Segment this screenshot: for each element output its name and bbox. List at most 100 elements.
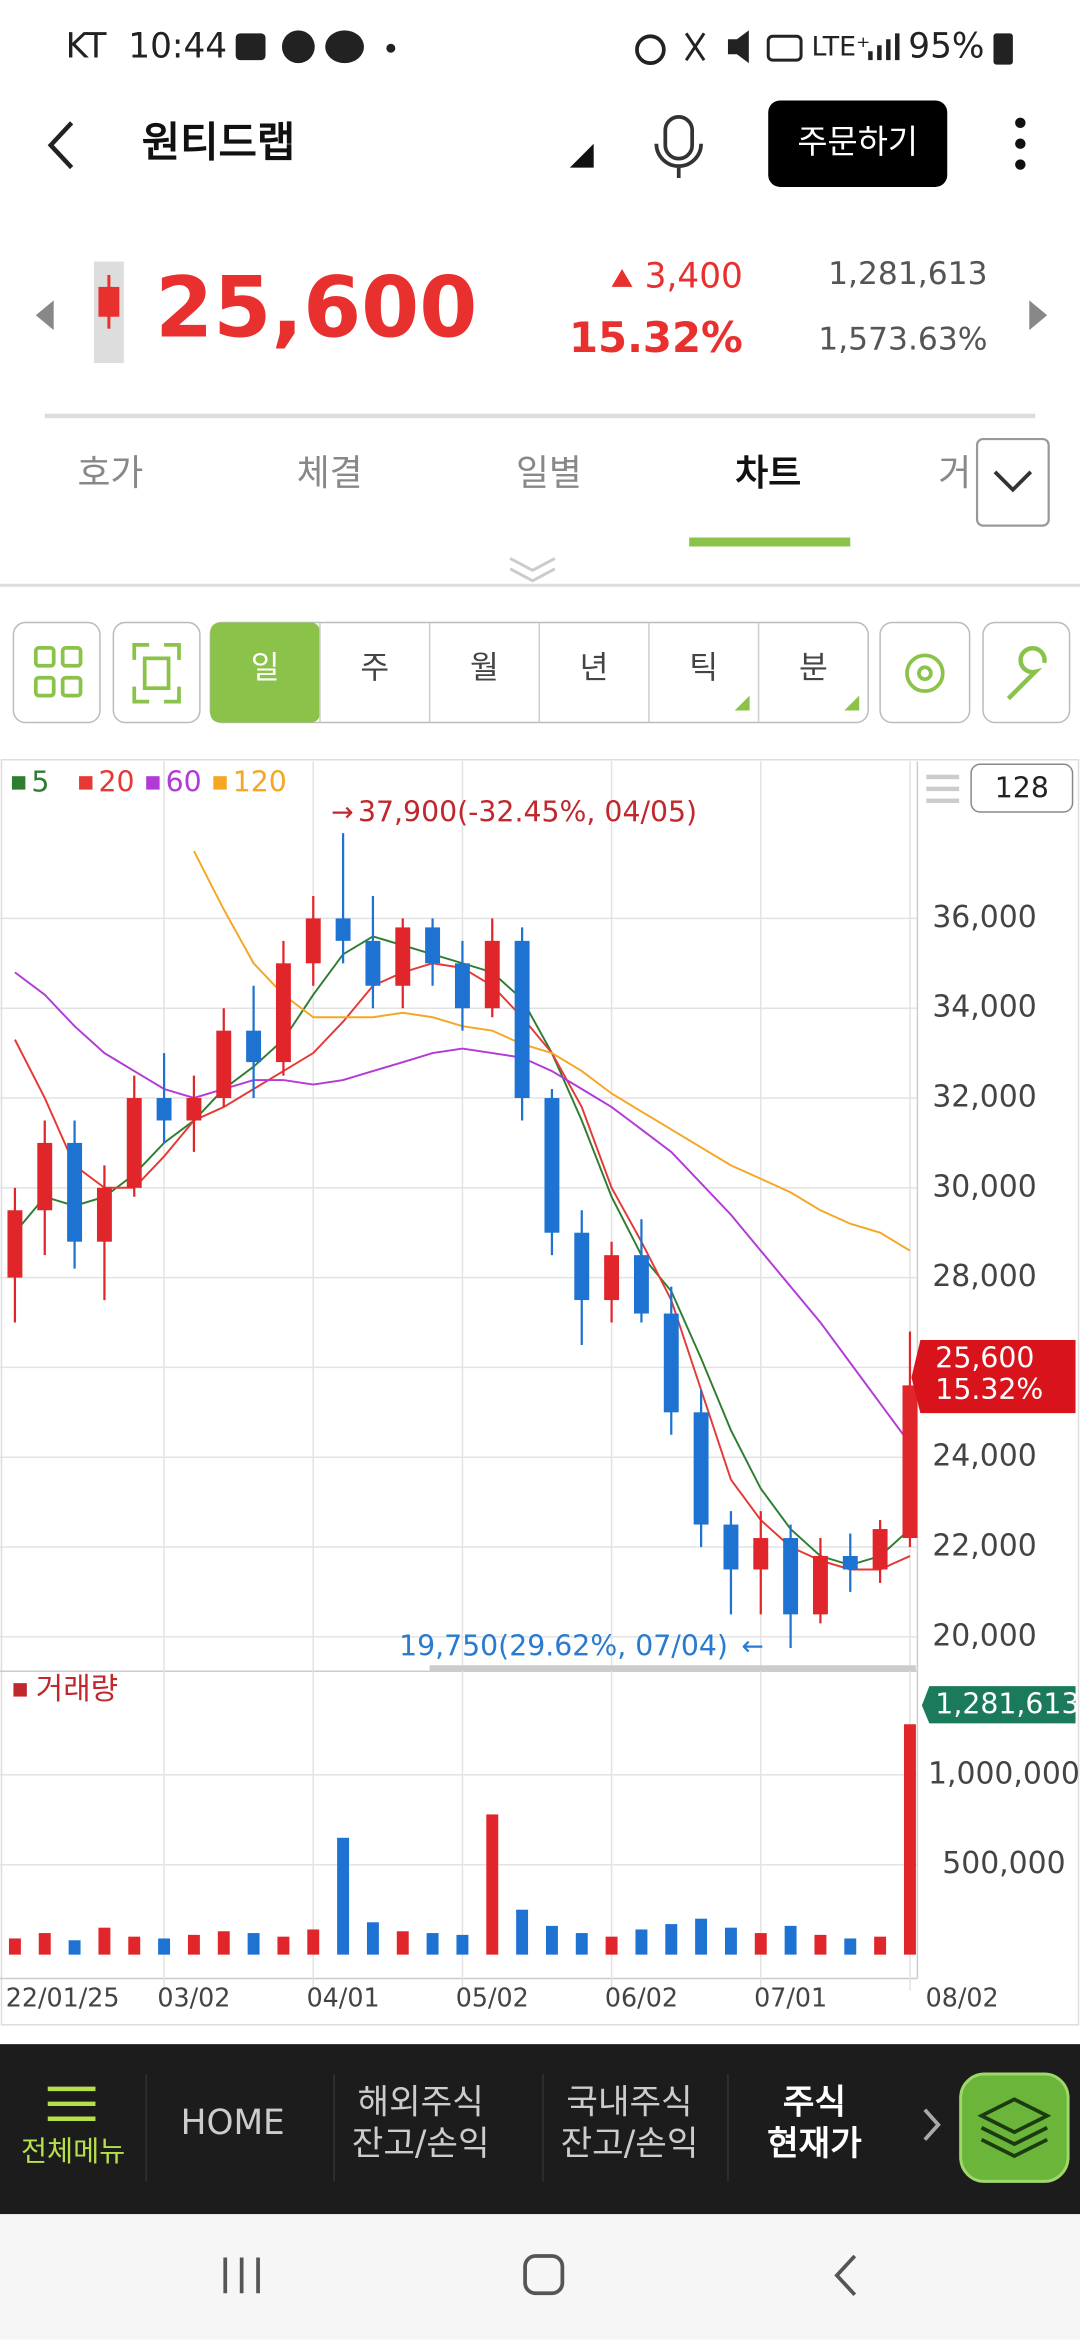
active-tab-indicator bbox=[689, 537, 851, 547]
menu-icon bbox=[47, 2086, 96, 2121]
nav-item[interactable]: 잔고/손익 bbox=[561, 2124, 699, 2164]
candle-body bbox=[574, 1232, 590, 1301]
candle-body bbox=[812, 1555, 828, 1615]
tab[interactable]: 일별 bbox=[516, 453, 582, 494]
period-option[interactable]: 일 bbox=[251, 650, 280, 686]
candle-body bbox=[37, 1142, 53, 1211]
chart-frame bbox=[0, 759, 1080, 2026]
nav-item[interactable]: 잔고/손익 bbox=[352, 2124, 490, 2164]
battery: 95% bbox=[908, 27, 984, 67]
submenu-marker bbox=[844, 695, 860, 711]
layout-button[interactable] bbox=[12, 621, 101, 724]
quick-button[interactable] bbox=[959, 2072, 1070, 2183]
volume-legend-swatch bbox=[13, 1683, 27, 1697]
tab[interactable]: 체결 bbox=[297, 453, 363, 494]
volume-bar bbox=[337, 1837, 350, 1955]
price-change: 3,400 bbox=[645, 256, 743, 296]
candle-body bbox=[96, 1187, 112, 1242]
mic-button[interactable] bbox=[654, 114, 703, 179]
fullscreen-icon bbox=[132, 643, 181, 704]
system-nav-icons[interactable] bbox=[223, 2254, 857, 2297]
y-tick-label: 20,000 bbox=[932, 1618, 1036, 1653]
volume-bar bbox=[635, 1929, 648, 1955]
period-option[interactable]: 월 bbox=[470, 650, 499, 686]
candle-body bbox=[484, 940, 500, 1009]
volume-bar bbox=[396, 1931, 409, 1955]
volume-bar bbox=[307, 1929, 320, 1955]
order-button-label[interactable]: 주문하기 bbox=[797, 123, 918, 161]
collapse-handle[interactable] bbox=[509, 557, 556, 583]
settings-button[interactable] bbox=[879, 621, 971, 724]
tab-dropdown-icon bbox=[993, 470, 1033, 493]
panel-splitter[interactable] bbox=[429, 1665, 916, 1672]
layers-icon bbox=[977, 2097, 1052, 2159]
high-annotation: 37,900(-32.45%, 04/05) bbox=[358, 795, 697, 828]
legend-label: 60 bbox=[166, 766, 202, 799]
period-option[interactable]: 분 bbox=[799, 650, 828, 686]
volume-bar bbox=[903, 1724, 916, 1955]
order-button[interactable] bbox=[768, 100, 948, 187]
volume-bar bbox=[68, 1940, 81, 1955]
candle-body bbox=[842, 1555, 858, 1570]
legend-label: 5 bbox=[31, 766, 49, 799]
tab[interactable]: 차트 bbox=[735, 453, 801, 494]
more-button[interactable] bbox=[1015, 117, 1026, 170]
x-tick-label: 08/02 bbox=[926, 1982, 999, 2012]
volume-bar bbox=[784, 1925, 797, 1955]
low-arrow: ← bbox=[741, 1631, 764, 1662]
volume-bar bbox=[128, 1936, 141, 1955]
next-stock[interactable] bbox=[1029, 300, 1048, 331]
count-button[interactable] bbox=[970, 763, 1074, 813]
volume-bar bbox=[217, 1931, 230, 1955]
divider bbox=[0, 583, 1080, 587]
volume-bar bbox=[695, 1918, 708, 1955]
fullscreen-button[interactable] bbox=[112, 621, 201, 724]
tab-dropdown[interactable] bbox=[975, 437, 1050, 527]
candle-body bbox=[454, 963, 470, 1009]
volume-bar bbox=[456, 1934, 469, 1955]
price-tag-price: 25,600 bbox=[935, 1341, 1034, 1374]
candle-body bbox=[156, 1098, 172, 1121]
nav-item[interactable]: 주식 bbox=[783, 2082, 846, 2122]
tab[interactable]: 호가 bbox=[77, 453, 143, 494]
nav-item[interactable]: 국내주식 bbox=[566, 2082, 692, 2122]
tab-bar: 호가 체결 일별 차트 거 bbox=[77, 453, 971, 494]
legend-swatch bbox=[79, 776, 93, 790]
carrier: KT bbox=[66, 27, 108, 67]
candle-body bbox=[693, 1412, 709, 1525]
volume-bar bbox=[665, 1924, 678, 1955]
candle-body bbox=[604, 1255, 620, 1301]
up-arrow bbox=[611, 269, 633, 287]
period-option[interactable]: 년 bbox=[580, 650, 609, 686]
y-tick-label: 28,000 bbox=[932, 1259, 1036, 1294]
current-price: 25,600 bbox=[155, 259, 477, 357]
nav-item[interactable]: HOME bbox=[181, 2103, 285, 2143]
nav-more[interactable] bbox=[923, 2108, 941, 2141]
candle-body bbox=[67, 1142, 83, 1242]
candle-body bbox=[246, 1030, 262, 1063]
chart-menu[interactable] bbox=[926, 774, 960, 804]
turnover: 1,573.63% bbox=[818, 322, 987, 358]
prev-stock[interactable] bbox=[35, 300, 54, 331]
nav-item[interactable]: 전체메뉴 bbox=[21, 2135, 125, 2168]
period-option[interactable]: 틱 bbox=[689, 650, 718, 686]
volume-bar bbox=[8, 1938, 21, 1955]
status-icons bbox=[235, 30, 1013, 66]
volume-tick-label: 500,000 bbox=[942, 1846, 1065, 1881]
y-tick-label: 24,000 bbox=[932, 1439, 1036, 1474]
nav-item[interactable]: 현재가 bbox=[767, 2124, 862, 2164]
nav-item[interactable]: 해외주식 bbox=[358, 2082, 484, 2122]
tab[interactable]: 거 bbox=[938, 453, 971, 494]
candle-body bbox=[663, 1313, 679, 1413]
count-button-label[interactable]: 128 bbox=[995, 772, 1049, 805]
stock-title[interactable]: 원티드랩 bbox=[142, 118, 296, 167]
legend-swatch bbox=[11, 776, 26, 790]
back-button[interactable] bbox=[47, 121, 74, 170]
volume-bar bbox=[158, 1938, 171, 1955]
x-tick-label: 06/02 bbox=[605, 1982, 678, 2012]
candle-body bbox=[216, 1030, 232, 1099]
volume-tag bbox=[921, 1686, 1076, 1724]
period-option[interactable]: 주 bbox=[360, 650, 389, 686]
